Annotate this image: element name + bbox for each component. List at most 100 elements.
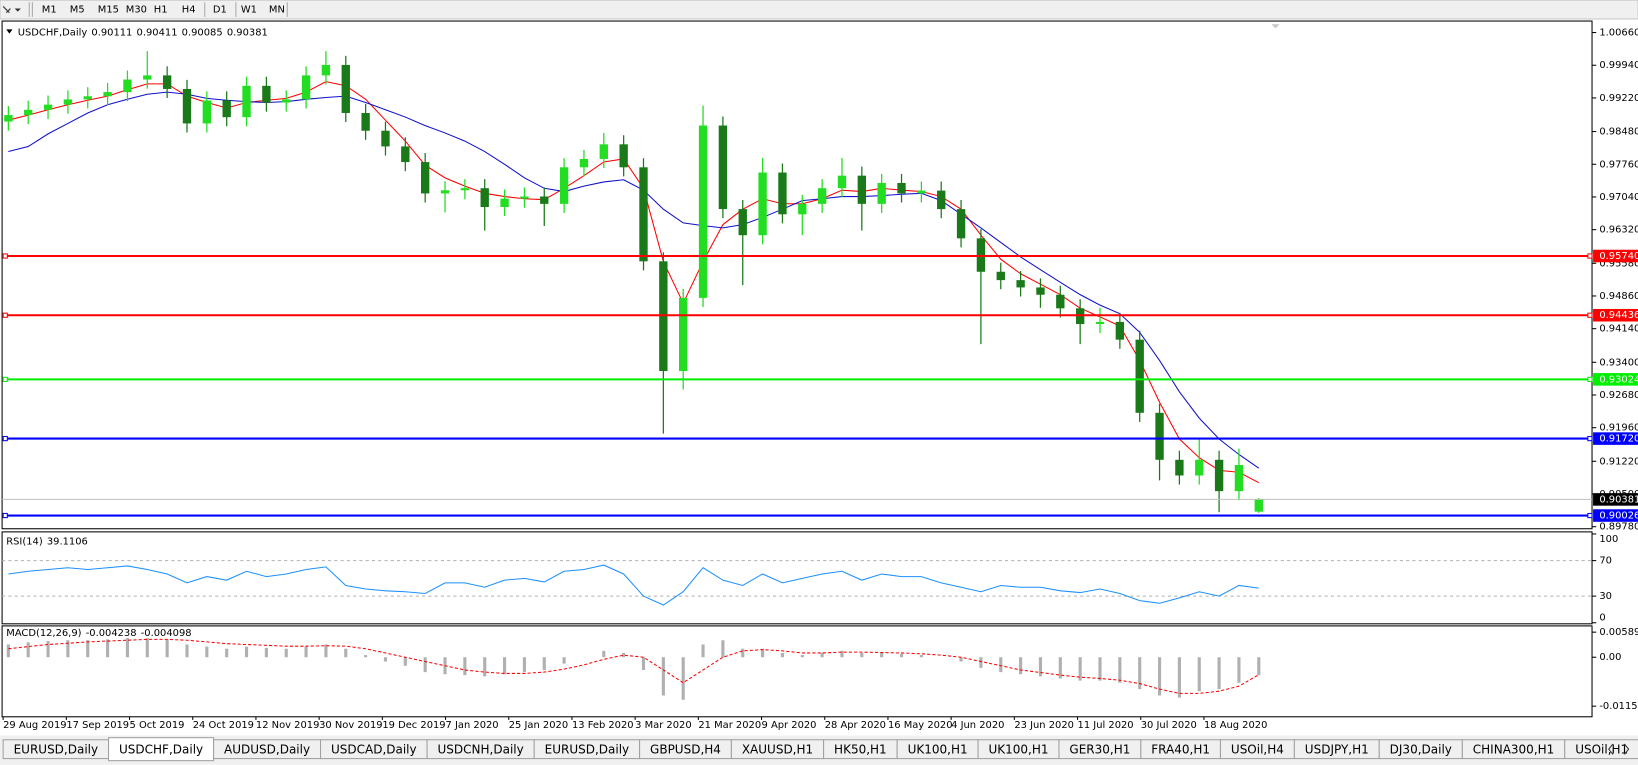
y-tick-label: 0.94860 [1599,291,1638,302]
tab-scroll-left[interactable] [1608,743,1614,755]
candle-body [1016,280,1025,288]
x-tick-label: 11 Jul 2020 [1078,720,1134,731]
candle-body [1036,287,1045,295]
candle-body [639,167,648,262]
timeframe-toolbar [0,0,1638,20]
x-tick-label: 5 Oct 2019 [130,720,185,731]
timeframe-button[interactable]: D1 [213,5,227,16]
timeframe-button[interactable]: MN [269,5,285,16]
y-tick-label: 0.91960 [1599,423,1638,434]
timeframe-button[interactable]: H4 [182,5,196,16]
candle-body [1214,459,1224,492]
candle-body [996,271,1005,281]
timeframe-button[interactable]: M1 [42,5,57,16]
level-price-label: 0.93024 [1599,374,1638,385]
candle-body [917,190,926,194]
x-tick-label: 13 Feb 2020 [572,720,634,731]
x-tick-label: 30 Jul 2020 [1141,720,1197,731]
chart-tab-label[interactable]: FRA40,H1 [1151,743,1210,757]
y-tick-label: 0.93400 [1599,357,1638,368]
y-tick-label: 0.97760 [1599,159,1638,170]
candle-body [837,175,847,189]
candle-body [43,104,53,110]
chart-menu-arrow[interactable] [6,29,13,34]
candle-body [4,115,13,122]
candle-body [83,96,92,100]
timeframe-button[interactable]: W1 [241,5,257,16]
x-tick-label: 30 Nov 2019 [319,720,382,731]
candle-body [1056,294,1065,309]
level-handle[interactable] [1587,376,1593,382]
chart-tab-label[interactable]: GBPUSD,H4 [650,743,721,757]
timeframe-button[interactable]: M15 [98,5,119,16]
candle-body [103,92,112,97]
candle-body [321,64,331,76]
level-handle[interactable] [2,253,8,259]
y-tick-label: 100 [1599,534,1618,545]
level-handle[interactable] [1587,512,1593,519]
chart-tab-label[interactable]: USDCAD,Daily [331,743,417,757]
level-handle[interactable] [1587,312,1593,318]
x-tick-label: 21 Mar 2020 [698,720,761,731]
moving-average [8,91,1260,469]
dropdown-arrow[interactable] [14,8,21,12]
level-handle[interactable] [2,312,8,318]
chart-tab-label[interactable]: GER30,H1 [1069,743,1130,757]
candle-body [599,144,608,159]
x-tick-label: 7 Jan 2020 [446,720,499,731]
candle-body [540,196,549,204]
chart-tab-label[interactable]: USDCHF,Daily [119,743,203,757]
x-tick-label: 25 Jan 2020 [509,720,568,731]
chart-tab[interactable] [1564,739,1638,760]
chart-tab-label[interactable]: USOil,H4 [1231,743,1284,757]
indicator-value: -0.004238 [86,628,137,639]
chart-tab-label[interactable]: UK100,H1 [989,743,1049,757]
level-handle[interactable] [2,435,8,442]
candle-body [381,130,390,147]
x-tick-label: 23 Jun 2020 [1014,720,1074,731]
chart-tab-label[interactable]: USOil,H1 [1575,743,1628,757]
chart-tab-label[interactable]: UK100,H1 [908,743,968,757]
chart-tab-label[interactable]: XAUUSD,H1 [742,743,813,757]
level-price-label: 0.95740 [1599,251,1638,262]
candle-body [1254,499,1263,512]
timeframe-button[interactable]: M30 [126,5,147,16]
candle-body [162,75,172,89]
chart-tab-label[interactable]: AUDUSD,Daily [224,743,310,757]
level-price-label: 0.94436 [1599,310,1638,321]
indicator-value: -0.004098 [141,628,192,639]
candle-body [778,172,787,215]
timeframe-button[interactable]: M5 [70,5,85,16]
candle-body [1095,321,1105,324]
x-tick-label: 9 Apr 2020 [762,720,817,731]
price-pane [1,20,1593,530]
level-handle[interactable] [2,376,8,382]
chart-tab-label[interactable]: EURUSD,Daily [14,743,99,757]
chart-tab-label[interactable]: DJ30,Daily [1390,743,1452,757]
candle-body [1234,465,1244,492]
candle-body [63,99,73,105]
level-handle[interactable] [2,512,8,519]
x-tick-label: 3 Mar 2020 [635,720,692,731]
chart-tab-label[interactable]: EURUSD,Daily [545,743,630,757]
tab-scroll-right[interactable] [1624,743,1630,755]
level-handle[interactable] [1587,435,1593,442]
chart-tab-label[interactable]: USDCNH,Daily [438,743,524,757]
level-price-box [1593,308,1638,322]
chart-tab-label[interactable]: HK50,H1 [834,743,887,757]
chart-symbol: USDCHF,Daily [18,28,88,39]
indicator-title: MACD(12,26,9) [6,628,81,639]
candle-body [798,203,807,215]
level-handle[interactable] [1587,253,1593,259]
timeframe-button[interactable]: H1 [154,5,168,16]
candle-body [24,109,33,116]
cursor-icon[interactable] [2,5,11,14]
candle-body [817,188,827,204]
chart-tab-label[interactable]: CHINA300,H1 [1473,743,1555,757]
candle-body [500,198,509,207]
chart-tab-label[interactable]: USDJPY,H1 [1305,743,1369,757]
